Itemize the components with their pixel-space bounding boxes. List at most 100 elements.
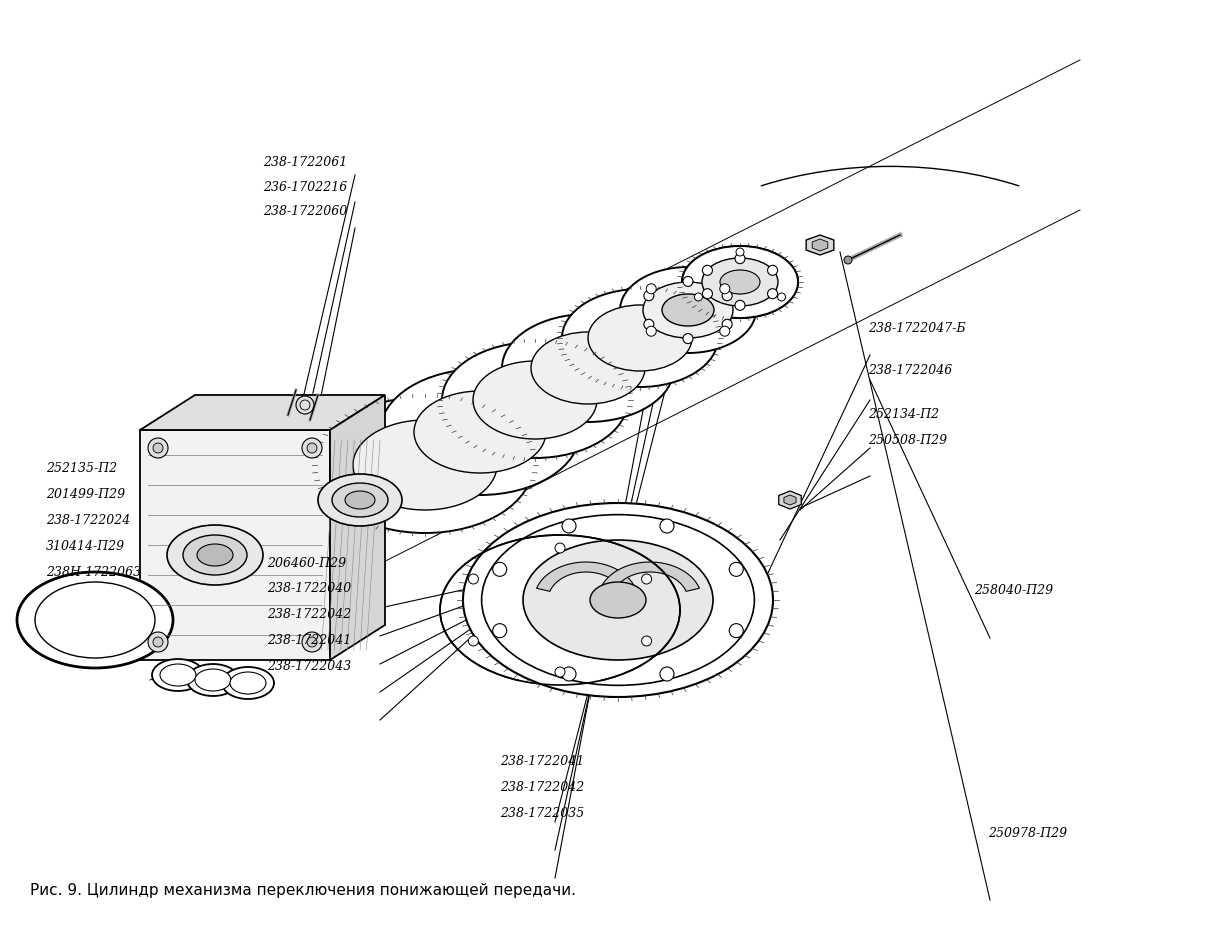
Circle shape <box>302 632 322 652</box>
Text: 250978-П29: 250978-П29 <box>988 827 1068 840</box>
Text: 238-1722035: 238-1722035 <box>500 807 584 820</box>
Polygon shape <box>536 562 635 592</box>
Ellipse shape <box>317 397 533 533</box>
Ellipse shape <box>17 572 174 668</box>
Polygon shape <box>140 430 330 660</box>
Ellipse shape <box>222 667 274 699</box>
Circle shape <box>153 443 163 453</box>
Circle shape <box>148 438 167 458</box>
Circle shape <box>643 319 654 330</box>
Ellipse shape <box>665 296 711 324</box>
Ellipse shape <box>531 332 645 404</box>
Circle shape <box>703 289 712 299</box>
Ellipse shape <box>682 246 798 318</box>
Text: 238-1722060: 238-1722060 <box>263 205 347 218</box>
Polygon shape <box>806 235 834 255</box>
Ellipse shape <box>502 314 674 422</box>
Circle shape <box>844 256 852 264</box>
Text: 236-1702216: 236-1702216 <box>263 181 347 194</box>
Circle shape <box>643 291 654 301</box>
Ellipse shape <box>353 420 496 510</box>
Text: 238-1722043: 238-1722043 <box>268 660 352 673</box>
Text: 238-1722061: 238-1722061 <box>263 156 347 169</box>
Circle shape <box>646 326 657 336</box>
Circle shape <box>562 667 576 681</box>
Polygon shape <box>330 395 386 660</box>
Ellipse shape <box>187 664 239 696</box>
Ellipse shape <box>345 491 375 509</box>
Circle shape <box>722 291 733 301</box>
Text: 238-1722041: 238-1722041 <box>268 634 352 647</box>
Text: 250508-П29: 250508-П29 <box>868 434 947 447</box>
Circle shape <box>153 637 163 647</box>
Circle shape <box>736 248 743 256</box>
Polygon shape <box>140 395 386 430</box>
Ellipse shape <box>704 259 776 305</box>
Ellipse shape <box>195 669 231 691</box>
Circle shape <box>777 293 786 301</box>
Ellipse shape <box>621 267 756 353</box>
Circle shape <box>493 623 507 638</box>
Circle shape <box>694 293 703 301</box>
Circle shape <box>641 574 652 584</box>
Ellipse shape <box>318 474 402 526</box>
Polygon shape <box>600 562 699 592</box>
Circle shape <box>307 443 317 453</box>
Ellipse shape <box>482 515 754 685</box>
Ellipse shape <box>721 270 760 294</box>
Ellipse shape <box>183 535 247 575</box>
Text: 252135-П2: 252135-П2 <box>46 462 117 475</box>
Text: 252134-П2: 252134-П2 <box>868 408 939 421</box>
Polygon shape <box>812 239 828 251</box>
Text: 201499-П29: 201499-П29 <box>46 488 125 501</box>
Circle shape <box>729 562 743 576</box>
Circle shape <box>302 438 322 458</box>
Ellipse shape <box>160 664 196 686</box>
Ellipse shape <box>643 282 733 338</box>
Circle shape <box>556 667 565 677</box>
Text: 238-1722041: 238-1722041 <box>500 755 584 768</box>
Ellipse shape <box>474 361 596 439</box>
Circle shape <box>641 636 652 646</box>
Text: 238-1722042: 238-1722042 <box>268 608 352 621</box>
Text: 238-1722042: 238-1722042 <box>500 781 584 794</box>
Circle shape <box>683 333 693 344</box>
Ellipse shape <box>523 540 713 660</box>
Ellipse shape <box>380 369 580 495</box>
Ellipse shape <box>167 525 263 585</box>
Ellipse shape <box>152 659 204 691</box>
Text: 238-1722024: 238-1722024 <box>46 514 130 527</box>
Circle shape <box>703 266 712 275</box>
Ellipse shape <box>333 483 388 517</box>
Circle shape <box>660 667 674 681</box>
Text: Рис. 9. Цилиндр механизма переключения понижающей передачи.: Рис. 9. Цилиндр механизма переключения п… <box>30 882 576 897</box>
Text: 238Н-1722063: 238Н-1722063 <box>46 566 141 579</box>
Text: 238-1722040: 238-1722040 <box>268 582 352 595</box>
Ellipse shape <box>588 305 692 371</box>
Ellipse shape <box>230 672 266 694</box>
Ellipse shape <box>196 544 233 566</box>
Polygon shape <box>778 491 801 509</box>
Circle shape <box>735 300 745 310</box>
Text: 206460-П29: 206460-П29 <box>268 557 347 569</box>
Ellipse shape <box>703 258 778 306</box>
Ellipse shape <box>35 582 155 658</box>
Ellipse shape <box>590 582 646 618</box>
Circle shape <box>729 623 743 638</box>
Text: 238-1722047-Б: 238-1722047-Б <box>868 322 965 335</box>
Circle shape <box>735 254 745 264</box>
Text: 310414-П29: 310414-П29 <box>46 540 125 553</box>
Circle shape <box>469 574 478 584</box>
Ellipse shape <box>442 342 628 458</box>
Circle shape <box>660 519 674 533</box>
Circle shape <box>768 289 777 299</box>
Ellipse shape <box>463 503 772 697</box>
Circle shape <box>469 636 478 646</box>
Ellipse shape <box>682 246 798 318</box>
Circle shape <box>722 319 733 330</box>
Circle shape <box>683 277 693 286</box>
Circle shape <box>719 283 730 294</box>
Circle shape <box>493 562 507 576</box>
Circle shape <box>556 543 565 553</box>
Circle shape <box>148 632 167 652</box>
